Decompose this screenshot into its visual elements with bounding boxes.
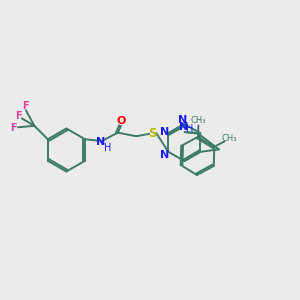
Text: F: F — [15, 111, 22, 121]
Text: N: N — [178, 115, 188, 125]
Text: H: H — [104, 143, 112, 153]
Text: CH₃: CH₃ — [191, 116, 206, 124]
Text: S: S — [148, 127, 157, 140]
Text: N: N — [160, 150, 169, 160]
Text: F: F — [22, 101, 29, 111]
Text: N: N — [160, 127, 169, 137]
Text: CH₃: CH₃ — [221, 134, 237, 143]
Text: N: N — [96, 136, 105, 147]
Text: F: F — [11, 123, 17, 133]
Text: H: H — [186, 124, 194, 134]
Text: N: N — [179, 122, 189, 132]
Text: O: O — [116, 116, 125, 126]
